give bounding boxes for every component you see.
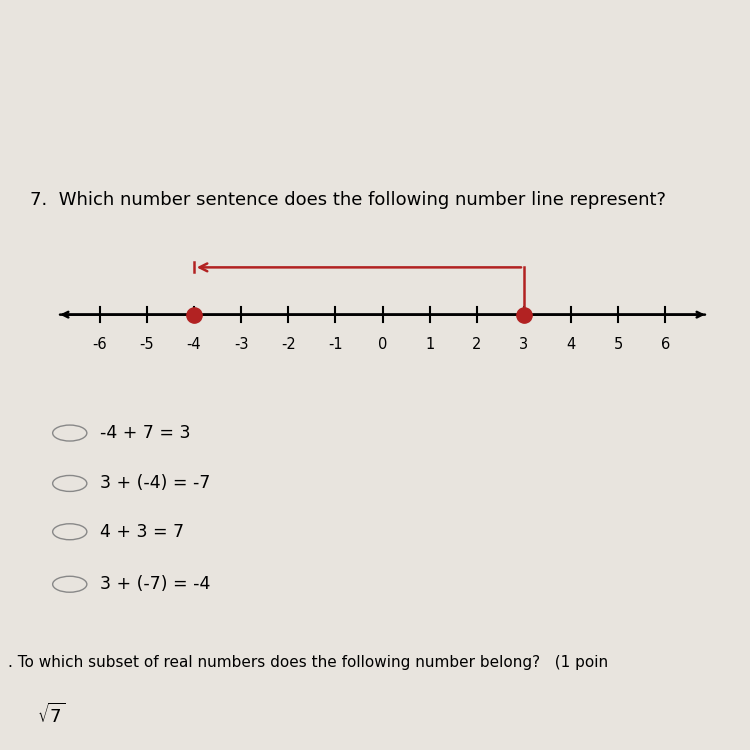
Text: 3: 3: [519, 337, 529, 352]
Text: -1: -1: [328, 337, 343, 352]
Text: 3 + (-4) = -7: 3 + (-4) = -7: [100, 475, 211, 493]
Text: 3 + (-7) = -4: 3 + (-7) = -4: [100, 575, 211, 593]
Text: 6: 6: [661, 337, 670, 352]
Text: -5: -5: [140, 337, 154, 352]
Text: 4 + 3 = 7: 4 + 3 = 7: [100, 523, 184, 541]
Text: -3: -3: [234, 337, 248, 352]
Text: 4: 4: [566, 337, 576, 352]
Text: 5: 5: [614, 337, 622, 352]
Text: 0: 0: [378, 337, 387, 352]
Text: 2: 2: [472, 337, 482, 352]
Text: 1: 1: [425, 337, 434, 352]
Text: -4: -4: [187, 337, 201, 352]
Text: $\sqrt{7}$: $\sqrt{7}$: [37, 703, 65, 727]
Text: -4 + 7 = 3: -4 + 7 = 3: [100, 424, 190, 442]
Text: 7.  Which number sentence does the following number line represent?: 7. Which number sentence does the follow…: [30, 191, 666, 209]
Text: -6: -6: [92, 337, 107, 352]
Text: -2: -2: [280, 337, 296, 352]
Text: . To which subset of real numbers does the following number belong?   (1 poin: . To which subset of real numbers does t…: [8, 655, 608, 670]
